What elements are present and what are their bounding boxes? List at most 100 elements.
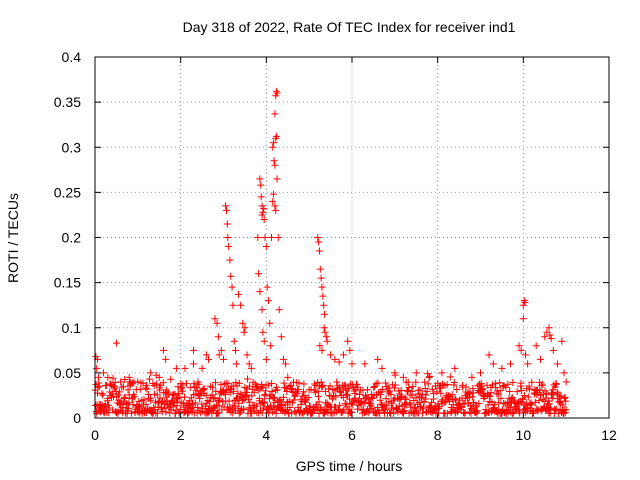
data-point: [268, 388, 276, 396]
data-point: [259, 208, 267, 216]
data-point: [104, 373, 112, 381]
data-point: [453, 385, 461, 393]
data-point: [221, 390, 229, 398]
data-point: [280, 393, 288, 401]
data-point: [160, 404, 168, 412]
data-point: [226, 256, 234, 264]
data-point: [293, 390, 301, 398]
data-point: [438, 369, 446, 377]
data-point: [319, 292, 327, 300]
data-point: [521, 351, 529, 359]
data-point: [195, 380, 203, 388]
data-point: [495, 399, 503, 407]
data-point: [405, 384, 413, 392]
data-point: [492, 383, 500, 391]
data-point: [506, 360, 514, 368]
data-point: [556, 398, 564, 406]
data-point: [273, 89, 281, 97]
data-point: [529, 409, 537, 417]
data-point: [344, 391, 352, 399]
data-point: [210, 395, 218, 403]
data-point: [295, 379, 303, 387]
plot-frame: [94, 56, 610, 419]
data-point: [369, 394, 377, 402]
x-tick-label: 0: [91, 427, 99, 443]
data-point: [437, 389, 445, 397]
data-point: [541, 333, 549, 341]
data-point: [554, 360, 562, 368]
data-point: [341, 381, 349, 389]
y-tick-label: 0.05: [54, 365, 81, 381]
data-point: [320, 301, 328, 309]
data-point: [372, 380, 380, 388]
data-point: [399, 373, 407, 381]
data-point: [272, 206, 280, 214]
data-point: [322, 333, 330, 341]
data-point: [340, 393, 348, 401]
data-point: [263, 283, 271, 291]
data-point: [549, 346, 557, 354]
data-point: [270, 190, 278, 198]
data-point: [237, 301, 245, 309]
data-point: [547, 404, 555, 412]
data-point: [270, 157, 278, 165]
data-point: [443, 380, 451, 388]
data-point: [121, 375, 129, 383]
data-point: [430, 390, 438, 398]
data-point: [420, 398, 428, 406]
data-point: [545, 324, 553, 332]
data-point: [401, 394, 409, 402]
data-point: [277, 333, 285, 341]
data-point: [179, 381, 187, 389]
data-point: [487, 389, 495, 397]
data-point: [162, 408, 170, 416]
data-point: [320, 324, 328, 332]
data-point: [189, 404, 197, 412]
data-point: [552, 380, 560, 388]
data-point: [521, 298, 529, 306]
data-point: [243, 351, 251, 359]
data-point: [513, 388, 521, 396]
data-point: [261, 234, 269, 241]
data-point: [220, 355, 227, 363]
data-point: [424, 380, 432, 388]
data-point: [517, 379, 525, 387]
data-point: [181, 393, 189, 401]
data-point: [316, 265, 324, 273]
data-point: [422, 391, 430, 399]
data-point: [186, 384, 194, 392]
data-point: [271, 110, 279, 118]
data-point: [235, 379, 243, 387]
data-point: [150, 390, 158, 398]
data-point: [267, 342, 275, 350]
data-point: [139, 379, 147, 387]
data-point: [246, 398, 254, 406]
data-point: [545, 400, 553, 408]
data-point: [333, 378, 341, 386]
data-point: [525, 385, 533, 393]
data-point: [445, 392, 453, 400]
data-point: [378, 364, 386, 372]
data-point: [224, 234, 232, 241]
data-point: [553, 388, 561, 396]
data-point: [191, 399, 199, 407]
data-point: [206, 398, 214, 406]
data-point: [339, 407, 347, 415]
x-axis-title: GPS time / hours: [296, 458, 403, 474]
data-point: [294, 386, 302, 394]
data-point: [461, 409, 469, 417]
data-point: [486, 392, 494, 400]
data-point: [311, 380, 319, 388]
data-point: [147, 396, 155, 404]
data-point: [217, 346, 225, 354]
data-point: [485, 351, 493, 359]
data-point: [273, 175, 281, 183]
data-point: [299, 388, 307, 396]
data-point: [258, 306, 266, 314]
data-point: [257, 181, 265, 189]
data-point: [244, 375, 252, 383]
data-point: [258, 409, 266, 417]
data-point: [398, 392, 406, 400]
data-point: [260, 205, 268, 213]
data-point: [323, 337, 331, 345]
